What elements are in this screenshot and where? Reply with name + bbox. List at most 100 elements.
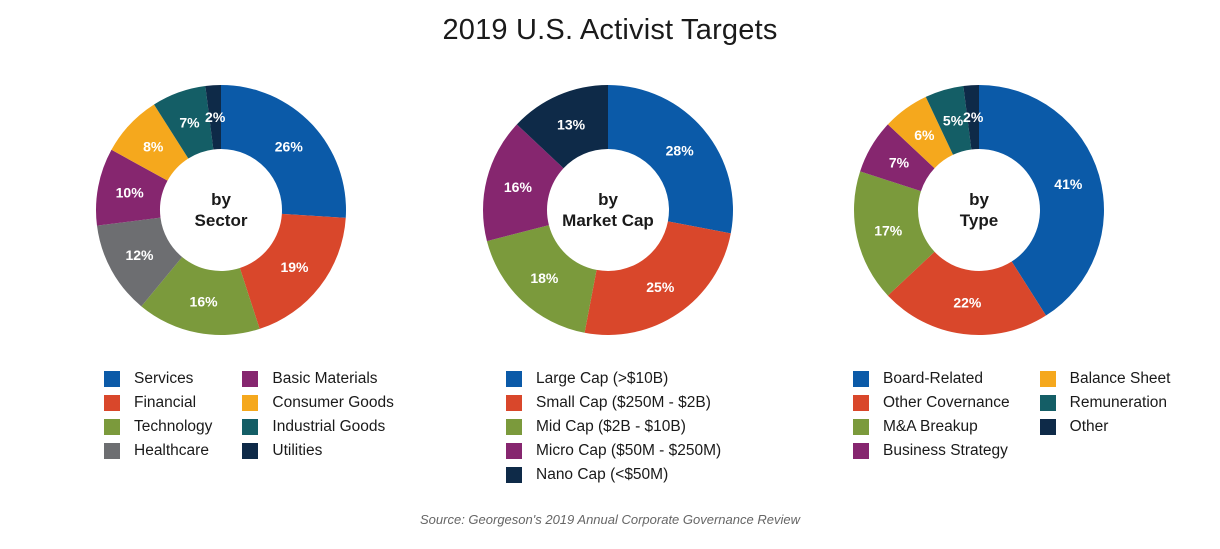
legend-item-mid-cap-2b-10b: Mid Cap ($2B - $10B) bbox=[506, 417, 721, 437]
slice-other-covernance bbox=[887, 251, 1046, 336]
donut-chart-sector: 26% 19% 16% 12% 10% 8% 7% 2% by Sector bbox=[91, 80, 351, 340]
slice-nano-cap-50m bbox=[516, 85, 608, 169]
slice-services bbox=[221, 85, 346, 218]
slice-label-remuneration: 5% bbox=[943, 113, 964, 129]
legend-item-nano-cap-50m: Nano Cap (<$50M) bbox=[506, 465, 721, 485]
legend-label: Micro Cap ($50M - $250M) bbox=[536, 442, 722, 459]
slice-m-a-breakup bbox=[854, 171, 935, 296]
donut-svg: 41% 22% 17% 7%6% 5% 2% bbox=[854, 85, 1104, 336]
source-note: Source: Georgeson's 2019 Annual Corporat… bbox=[420, 512, 800, 527]
slice-label-consumer-goods: 8% bbox=[143, 138, 164, 154]
legend-item-healthcare: Healthcare bbox=[104, 441, 212, 461]
slice-label-nano-cap-50m: 13% bbox=[557, 117, 586, 133]
legend-swatch bbox=[242, 395, 259, 411]
legend-swatch bbox=[1039, 419, 1056, 435]
legend-swatch bbox=[506, 371, 522, 387]
legend-item-other-covernance: Other Covernance bbox=[853, 393, 1010, 413]
slice-business-strategy bbox=[860, 124, 935, 192]
legend-item-m-a-breakup: M&A Breakup bbox=[853, 417, 1010, 437]
legend-item-other: Other bbox=[1039, 417, 1171, 437]
slice-label-financial: 19% bbox=[280, 259, 309, 275]
slice-label-micro-cap-50m-250m: 16% bbox=[504, 179, 533, 195]
legend-swatch bbox=[506, 443, 522, 459]
slice-label-business-strategy: 7% bbox=[889, 155, 910, 171]
legend-item-micro-cap-50m-250m: Micro Cap ($50M - $250M) bbox=[506, 441, 721, 461]
legend-label: Small Cap ($250M - $2B) bbox=[536, 394, 711, 411]
legend-label: Mid Cap ($2B - $10B) bbox=[536, 418, 686, 435]
slice-remuneration bbox=[925, 85, 972, 155]
slice-utilities bbox=[205, 85, 221, 150]
slice-financial bbox=[239, 213, 346, 329]
legend-label: M&A Breakup bbox=[883, 418, 978, 435]
slice-label-large-cap-10b: 28% bbox=[666, 143, 695, 159]
legend-item-large-cap-10b: Large Cap (>$10B) bbox=[506, 369, 721, 389]
slice-board-related bbox=[979, 85, 1104, 316]
legend-label: Large Cap (>$10B) bbox=[536, 370, 669, 387]
legend-swatch bbox=[242, 371, 259, 387]
legend-swatch bbox=[506, 395, 522, 411]
legend-swatch bbox=[104, 419, 120, 435]
legend-label: Other bbox=[1069, 418, 1109, 435]
legend-item-basic-materials: Basic Materials bbox=[242, 369, 393, 389]
slice-consumer-goods bbox=[111, 104, 189, 181]
legend-swatch bbox=[853, 443, 869, 459]
legend-item-remuneration: Remuneration bbox=[1039, 393, 1171, 413]
legend-item-small-cap-250m-2b: Small Cap ($250M - $2B) bbox=[506, 393, 721, 413]
legend-item-utilities: Utilities bbox=[242, 441, 393, 461]
slice-label-other-covernance: 22% bbox=[953, 294, 982, 310]
legend-label: Other Covernance bbox=[883, 394, 1010, 411]
slice-label-utilities: 2% bbox=[205, 109, 226, 125]
legend-label: Consumer Goods bbox=[272, 394, 394, 411]
legend-label: Utilities bbox=[272, 442, 323, 459]
slice-label-technology: 16% bbox=[190, 293, 219, 309]
legend-item-board-related: Board-Related bbox=[853, 369, 1010, 389]
legend-label: Board-Related bbox=[883, 370, 983, 387]
slice-label-m-a-breakup: 17% bbox=[874, 222, 903, 238]
legend-swatch bbox=[853, 419, 869, 435]
donut-svg: 28% 25% 18% 16% 13% bbox=[483, 85, 733, 335]
legend-label: Financial bbox=[134, 394, 197, 411]
slice-label-mid-cap-2b-10b: 18% bbox=[530, 270, 559, 286]
legend-swatch bbox=[242, 443, 259, 459]
slice-basic-materials bbox=[96, 149, 168, 226]
slice-balance-sheet bbox=[887, 96, 954, 169]
donut-chart-market-cap: 28% 25% 18% 16% 13% by Market Cap bbox=[478, 80, 738, 340]
legend-swatch bbox=[104, 371, 120, 387]
legend-item-industrial-goods: Industrial Goods bbox=[242, 417, 393, 437]
legend-item-technology: Technology bbox=[104, 417, 212, 437]
slice-label-healthcare: 12% bbox=[125, 247, 154, 263]
slice-mid-cap-2b-10b bbox=[486, 225, 597, 333]
legend-label: Services bbox=[134, 370, 194, 387]
slice-label-industrial-goods: 7% bbox=[179, 114, 200, 130]
legend-item-consumer-goods: Consumer Goods bbox=[242, 393, 394, 413]
slice-label-services: 26% bbox=[275, 138, 304, 154]
legend-label: Nano Cap (<$50M) bbox=[536, 466, 669, 483]
legend-label: Healthcare bbox=[134, 442, 209, 459]
legend-label: Technology bbox=[134, 418, 213, 435]
legend-swatch bbox=[104, 395, 120, 411]
legend-label: Remuneration bbox=[1069, 394, 1168, 411]
slice-large-cap-10b bbox=[608, 85, 733, 234]
legend-label: Balance Sheet bbox=[1069, 370, 1171, 387]
slice-other bbox=[963, 85, 979, 150]
legend-label: Industrial Goods bbox=[272, 418, 386, 435]
donut-chart-type: 41% 22% 17% 7% 6% 5% 2% by Type bbox=[849, 80, 1109, 340]
legend-sector: Services Financial Technology Healthcare Bas… bbox=[104, 369, 394, 461]
legend-swatch bbox=[1039, 395, 1056, 411]
chart-title: 2019 U.S. Activist Targets bbox=[442, 14, 778, 46]
legend-item-services: Services bbox=[104, 369, 212, 389]
slice-technology bbox=[141, 257, 260, 335]
slice-small-cap-250m-2b bbox=[584, 221, 731, 335]
legend-item-business-strategy: Business Strategy bbox=[853, 441, 1010, 461]
legend-swatch bbox=[1039, 371, 1056, 387]
legend-swatch bbox=[104, 443, 120, 459]
slice-micro-cap-50m-250m bbox=[483, 124, 564, 242]
slice-label-small-cap-250m-2b: 25% bbox=[646, 279, 675, 295]
legend-item-financial: Financial bbox=[104, 393, 212, 413]
legend-type: Board-Related Other Covernance M&A Breakup… bbox=[853, 369, 1170, 461]
slice-label-basic-materials: 10% bbox=[116, 185, 145, 201]
slice-healthcare bbox=[96, 217, 183, 307]
legend-swatch bbox=[853, 371, 869, 387]
slice-label-balance-sheet: 6% bbox=[914, 127, 935, 143]
legend-swatch bbox=[506, 419, 522, 435]
